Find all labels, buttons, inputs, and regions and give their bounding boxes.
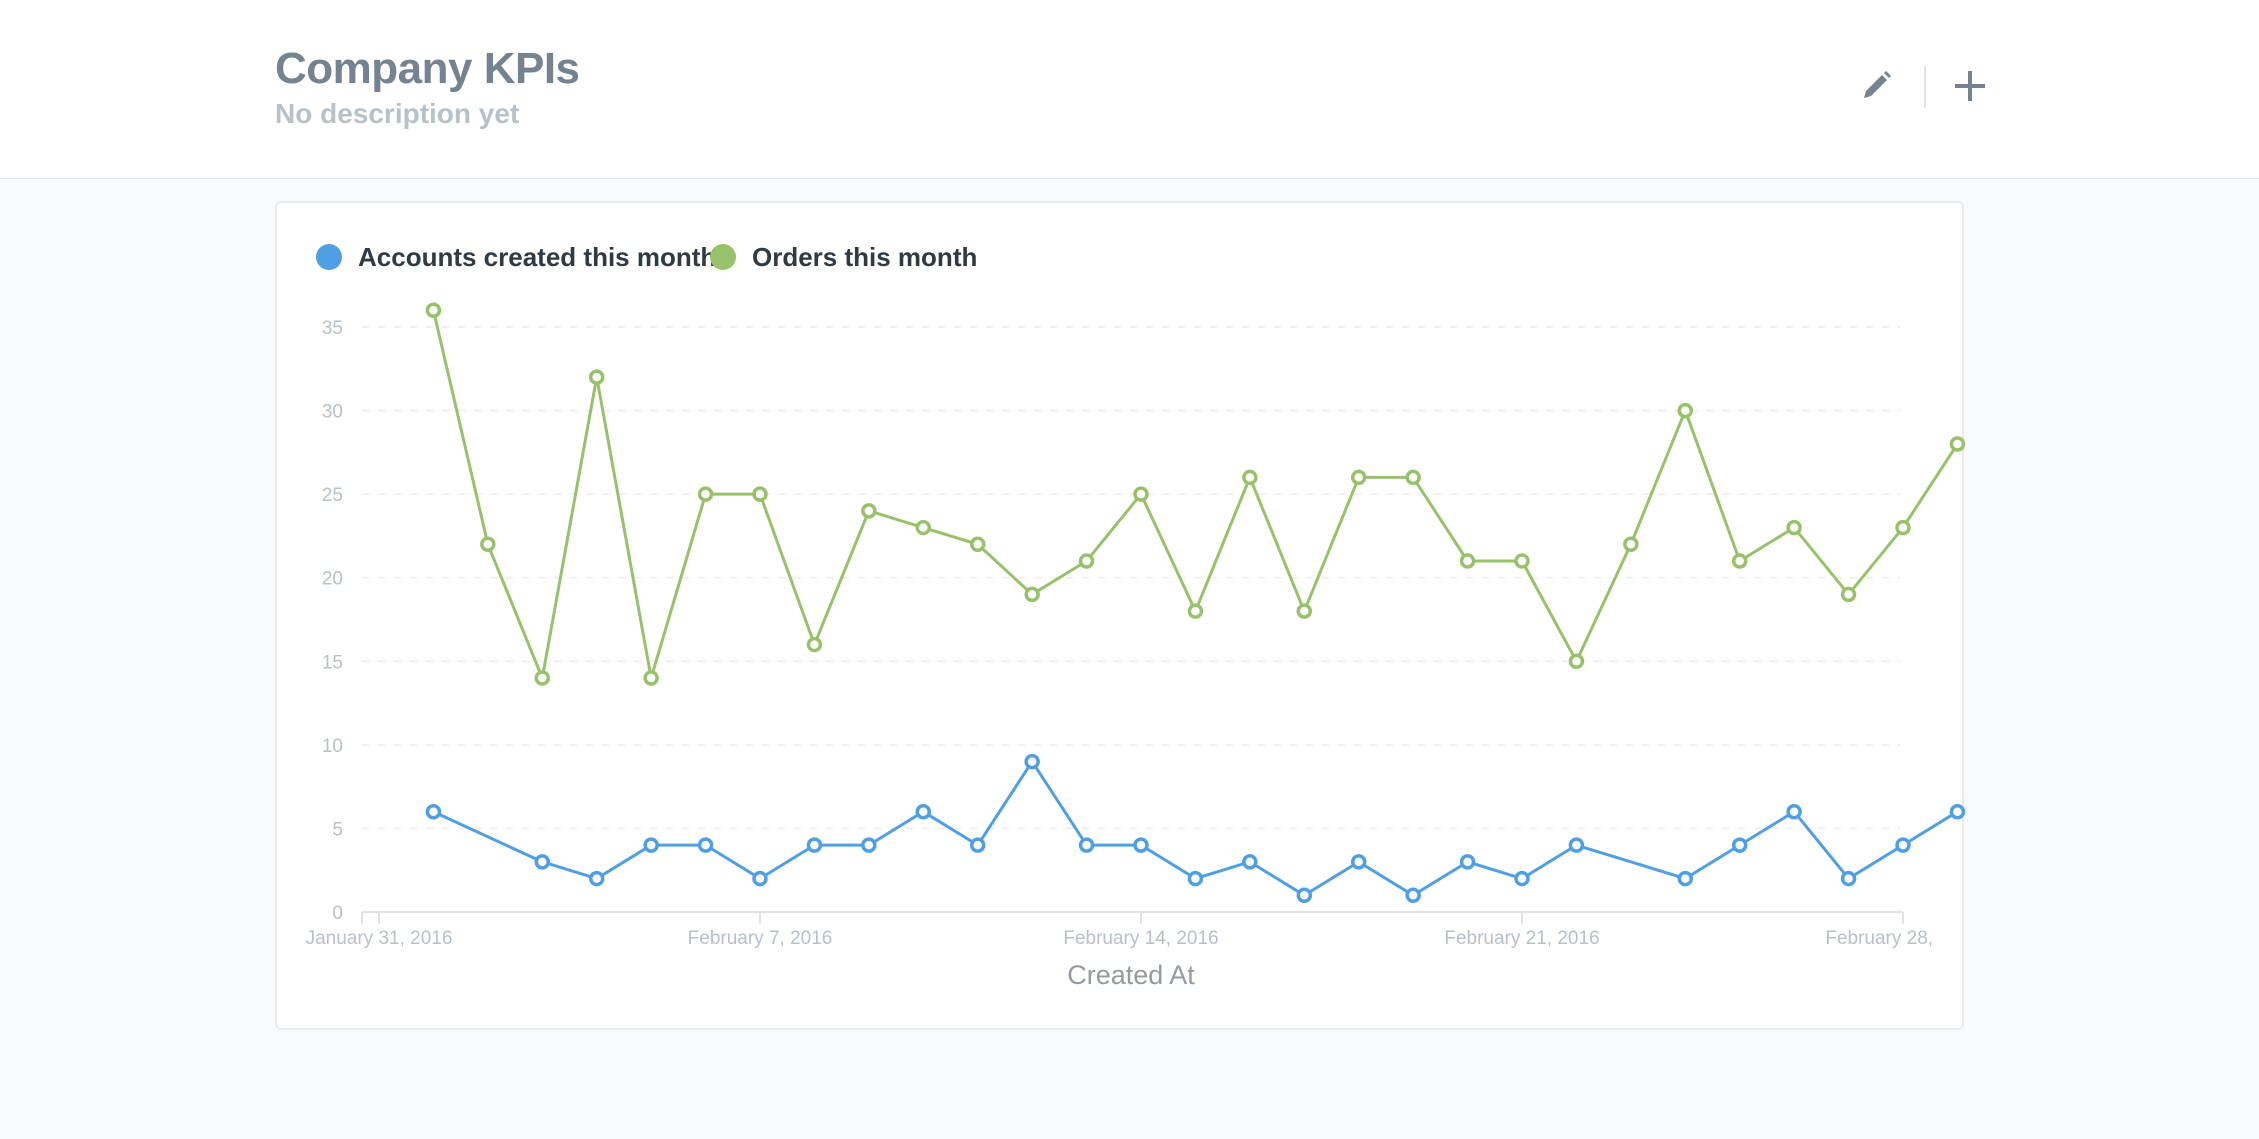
header-divider [1924, 66, 1926, 108]
data-point-orders[interactable] [588, 369, 605, 385]
x-axis-title: Created At [1067, 960, 1195, 990]
data-point-orders[interactable] [1895, 519, 1911, 536]
y-tick-label: 10 [322, 736, 343, 757]
data-point-accounts[interactable] [915, 803, 932, 820]
data-point-accounts[interactable] [534, 854, 551, 870]
data-point-accounts[interactable] [1350, 854, 1367, 870]
data-point-orders[interactable] [1296, 603, 1313, 619]
data-point-accounts[interactable] [643, 837, 659, 853]
legend-label-accounts: Accounts created this month [358, 241, 717, 272]
plus-icon [1955, 71, 1985, 101]
x-tick-label: February 28, 2016 [1825, 928, 1980, 949]
data-point-accounts[interactable] [969, 837, 986, 853]
data-point-accounts[interactable] [425, 803, 442, 820]
data-point-orders[interactable] [1949, 436, 1966, 452]
data-point-accounts[interactable] [1187, 870, 1204, 887]
data-point-orders[interactable] [1677, 402, 1694, 419]
data-point-accounts[interactable] [1133, 837, 1149, 853]
data-point-accounts[interactable] [752, 870, 768, 887]
data-point-orders[interactable] [534, 670, 551, 686]
data-point-accounts[interactable] [806, 837, 823, 853]
data-point-accounts[interactable] [1078, 837, 1095, 853]
data-point-accounts[interactable] [1840, 870, 1857, 887]
data-point-orders[interactable] [1514, 553, 1530, 569]
data-point-orders[interactable] [1840, 586, 1857, 603]
data-point-orders[interactable] [1405, 469, 1421, 486]
data-point-orders[interactable] [643, 670, 659, 686]
x-tick-label: February 7, 2016 [688, 928, 833, 949]
add-card-button[interactable] [1952, 68, 1988, 104]
data-point-orders[interactable] [969, 536, 986, 553]
edit-button[interactable] [1858, 68, 1894, 104]
legend-item-accounts[interactable]: Accounts created this month [316, 240, 716, 274]
x-tick-label: January 31, 2016 [306, 928, 453, 949]
data-point-orders[interactable] [806, 636, 823, 653]
data-point-orders[interactable] [1078, 553, 1095, 569]
y-tick-label: 15 [322, 652, 343, 673]
y-tick-label: 20 [322, 569, 343, 590]
dashboard-header: Company KPIs No description yet [0, 0, 2259, 179]
data-point-orders[interactable] [1187, 603, 1204, 619]
chart-card [275, 201, 1964, 1030]
data-point-accounts[interactable] [1296, 887, 1313, 904]
data-point-accounts[interactable] [1731, 837, 1748, 853]
data-point-orders[interactable] [697, 486, 714, 502]
legend-item-orders[interactable]: Orders this month [710, 240, 977, 274]
data-point-orders[interactable] [1350, 469, 1367, 486]
page-title: Company KPIs [275, 44, 580, 93]
x-tick-label: February 21, 2016 [1444, 928, 1599, 949]
data-point-orders[interactable] [1786, 519, 1802, 536]
data-point-accounts[interactable] [1405, 887, 1421, 904]
data-point-accounts[interactable] [1677, 870, 1694, 887]
data-point-orders[interactable] [1133, 486, 1149, 502]
data-point-orders[interactable] [1459, 553, 1476, 569]
data-point-orders[interactable] [861, 503, 877, 519]
legend-label-orders: Orders this month [752, 241, 978, 272]
legend-swatch-accounts [316, 244, 342, 270]
data-point-accounts[interactable] [697, 837, 714, 853]
y-tick-label: 5 [332, 819, 343, 840]
page-description: No description yet [275, 98, 520, 129]
data-point-orders[interactable] [1568, 653, 1585, 670]
legend-swatch-orders [710, 244, 736, 270]
data-point-orders[interactable] [1024, 586, 1040, 603]
data-point-accounts[interactable] [1459, 854, 1476, 870]
x-tick-label: February 14, 2016 [1063, 928, 1218, 949]
y-tick-label: 25 [322, 485, 343, 506]
data-point-orders[interactable] [1731, 553, 1748, 569]
data-point-accounts[interactable] [1786, 803, 1802, 820]
data-point-orders[interactable] [1623, 536, 1639, 553]
data-point-orders[interactable] [1242, 469, 1258, 486]
pencil-icon [1864, 71, 1891, 98]
data-point-accounts[interactable] [1514, 870, 1530, 887]
data-point-orders[interactable] [752, 486, 768, 502]
data-point-accounts[interactable] [1024, 753, 1040, 770]
data-point-accounts[interactable] [1895, 837, 1911, 853]
y-tick-label: 0 [332, 903, 343, 924]
data-point-orders[interactable] [425, 302, 442, 319]
data-point-accounts[interactable] [1568, 837, 1585, 853]
data-point-accounts[interactable] [1949, 803, 1966, 820]
data-point-orders[interactable] [480, 536, 496, 553]
y-tick-label: 35 [322, 318, 343, 339]
data-point-accounts[interactable] [1242, 854, 1258, 870]
data-point-accounts[interactable] [588, 870, 605, 887]
data-point-orders[interactable] [915, 519, 932, 536]
data-point-accounts[interactable] [861, 837, 877, 853]
y-tick-label: 30 [322, 402, 343, 423]
